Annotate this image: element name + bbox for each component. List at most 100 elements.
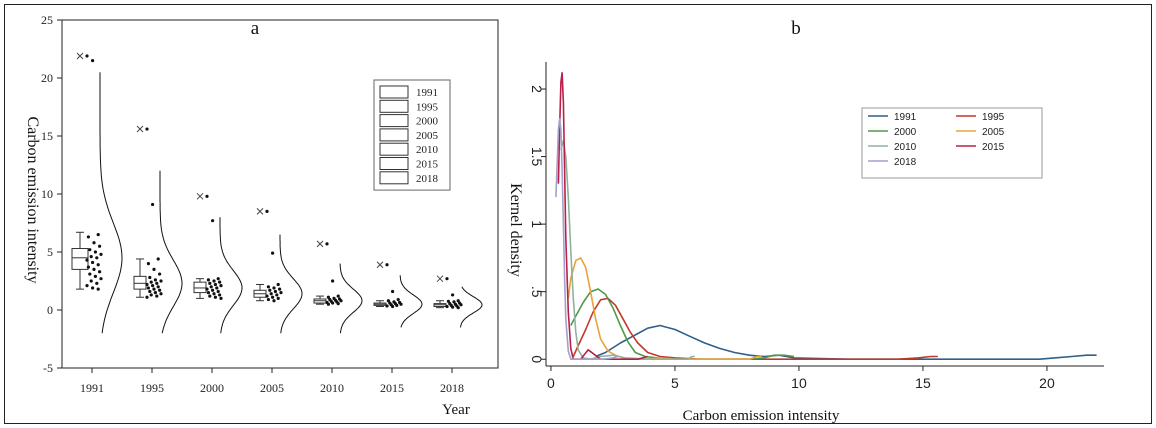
chart-a-point bbox=[96, 233, 100, 237]
chart-a-xtick-label: 2005 bbox=[260, 381, 284, 395]
chart-a-ytick-label: 10 bbox=[41, 187, 53, 201]
chart-a-point bbox=[205, 287, 209, 291]
chart-a-point bbox=[85, 54, 89, 58]
chart-a-point bbox=[159, 279, 163, 283]
chart-a-point bbox=[215, 286, 219, 290]
chart-a-point bbox=[218, 293, 222, 297]
chart-a-point bbox=[456, 306, 460, 310]
chart-a-xtick-label: 1995 bbox=[140, 381, 164, 395]
chart-a-point bbox=[145, 295, 149, 299]
chart-a-point bbox=[446, 299, 450, 303]
chart-a-point bbox=[151, 284, 155, 288]
chart-a-point bbox=[93, 274, 97, 278]
chart-a-plot-frame bbox=[61, 19, 499, 369]
chart-a-point bbox=[385, 263, 389, 267]
chart-a-density-curve bbox=[99, 72, 123, 334]
chart-a-xtick-label: 1991 bbox=[80, 381, 104, 395]
chart-a-point bbox=[92, 241, 96, 245]
chart-a-point bbox=[149, 280, 153, 284]
figure-frame bbox=[4, 4, 1152, 424]
chart-a-point bbox=[391, 304, 395, 309]
chart-a-point bbox=[96, 263, 100, 267]
chart-a-ytick-label: 20 bbox=[41, 71, 53, 85]
chart-a-outlier-marker bbox=[316, 240, 324, 248]
chart-a-xlabel: Year bbox=[442, 402, 470, 418]
chart-a-legend-swatch bbox=[379, 171, 409, 185]
chart-a-point bbox=[146, 262, 150, 266]
chart-a-density-curve bbox=[339, 263, 363, 334]
chart-a-box bbox=[193, 281, 207, 294]
chart-a-point bbox=[265, 209, 269, 213]
chart-a-box bbox=[71, 248, 89, 270]
chart-a-point bbox=[391, 289, 395, 294]
chart-a-density-curve bbox=[279, 234, 303, 334]
chart-a-point bbox=[276, 296, 280, 300]
chart-a-point bbox=[99, 252, 103, 256]
chart-a-point bbox=[445, 304, 449, 309]
chart-a-point bbox=[146, 286, 150, 290]
chart-a-point bbox=[156, 285, 160, 289]
chart-a-point bbox=[148, 275, 152, 280]
chart-a-point bbox=[273, 289, 277, 294]
chart-a-point bbox=[451, 305, 455, 309]
chart-a-ytick-label: 15 bbox=[41, 129, 53, 143]
chart-a-point bbox=[95, 281, 99, 285]
chart-a-point bbox=[99, 277, 103, 281]
chart-a-point bbox=[212, 292, 216, 296]
chart-a-point bbox=[91, 59, 95, 63]
chart-a-point bbox=[276, 282, 280, 287]
chart-a-point bbox=[89, 279, 93, 283]
chart-a-point bbox=[211, 288, 215, 292]
chart-a-point bbox=[336, 294, 340, 298]
chart-a-point bbox=[272, 299, 276, 303]
chart-a-point bbox=[95, 256, 99, 260]
chart-a-legend-label: 1991 bbox=[416, 87, 438, 99]
chart-a-legend-swatch bbox=[379, 114, 409, 128]
chart-a-legend-label: 2010 bbox=[416, 144, 439, 156]
chart-a-outlier-marker bbox=[136, 125, 144, 133]
chart-a-point bbox=[155, 281, 159, 285]
chart-a-xtick-label: 2015 bbox=[380, 381, 404, 395]
chart-a-point bbox=[399, 302, 403, 306]
chart-a-point bbox=[216, 277, 220, 281]
chart-a-point bbox=[153, 291, 157, 295]
chart-a-point bbox=[451, 293, 455, 297]
chart-a-point bbox=[96, 287, 100, 291]
chart-a-point bbox=[445, 277, 449, 281]
chart-a-outlier-marker bbox=[196, 192, 204, 200]
chart-a-point bbox=[149, 293, 153, 297]
chart-a: a Carbon emission intensity Year -5 0 5 10 1… bbox=[24, 13, 499, 418]
chart-a-legend-swatch bbox=[379, 128, 409, 142]
chart-a-point bbox=[151, 202, 155, 207]
chart-a-density-curve bbox=[219, 217, 243, 334]
chart-a-point bbox=[145, 282, 149, 287]
chart-a-point bbox=[153, 278, 157, 282]
chart-a-point bbox=[213, 282, 217, 287]
chart-a-point bbox=[269, 292, 273, 296]
chart-a-ytick-label: 0 bbox=[47, 303, 53, 317]
chart-a-point bbox=[159, 292, 163, 296]
chart-a-point bbox=[98, 244, 102, 248]
chart-a-point bbox=[206, 291, 210, 295]
chart-a-point bbox=[326, 302, 330, 306]
chart-a-point bbox=[152, 287, 156, 291]
chart-a-point bbox=[208, 294, 212, 298]
chart-a-ytick-label: -5 bbox=[43, 361, 53, 375]
chart-a-point bbox=[396, 297, 400, 302]
chart-a-xtick-label: 2018 bbox=[440, 381, 464, 395]
chart-a-point bbox=[85, 258, 89, 262]
chart-a-outlier-marker bbox=[76, 52, 84, 60]
chart-a-point bbox=[386, 299, 390, 303]
chart-a-point bbox=[212, 279, 216, 283]
chart-a-point bbox=[278, 287, 282, 291]
chart-a-legend-label: 1995 bbox=[416, 101, 439, 113]
chart-a-point bbox=[219, 284, 223, 288]
chart-a-point bbox=[271, 251, 275, 255]
chart-a-point bbox=[92, 267, 96, 271]
chart-a-outlier-marker bbox=[376, 261, 384, 269]
chart-a-point bbox=[158, 272, 162, 276]
chart-a-point bbox=[145, 127, 149, 131]
chart-a-point bbox=[265, 294, 269, 298]
chart-a-point bbox=[209, 285, 213, 289]
chart-a-point bbox=[148, 289, 152, 294]
